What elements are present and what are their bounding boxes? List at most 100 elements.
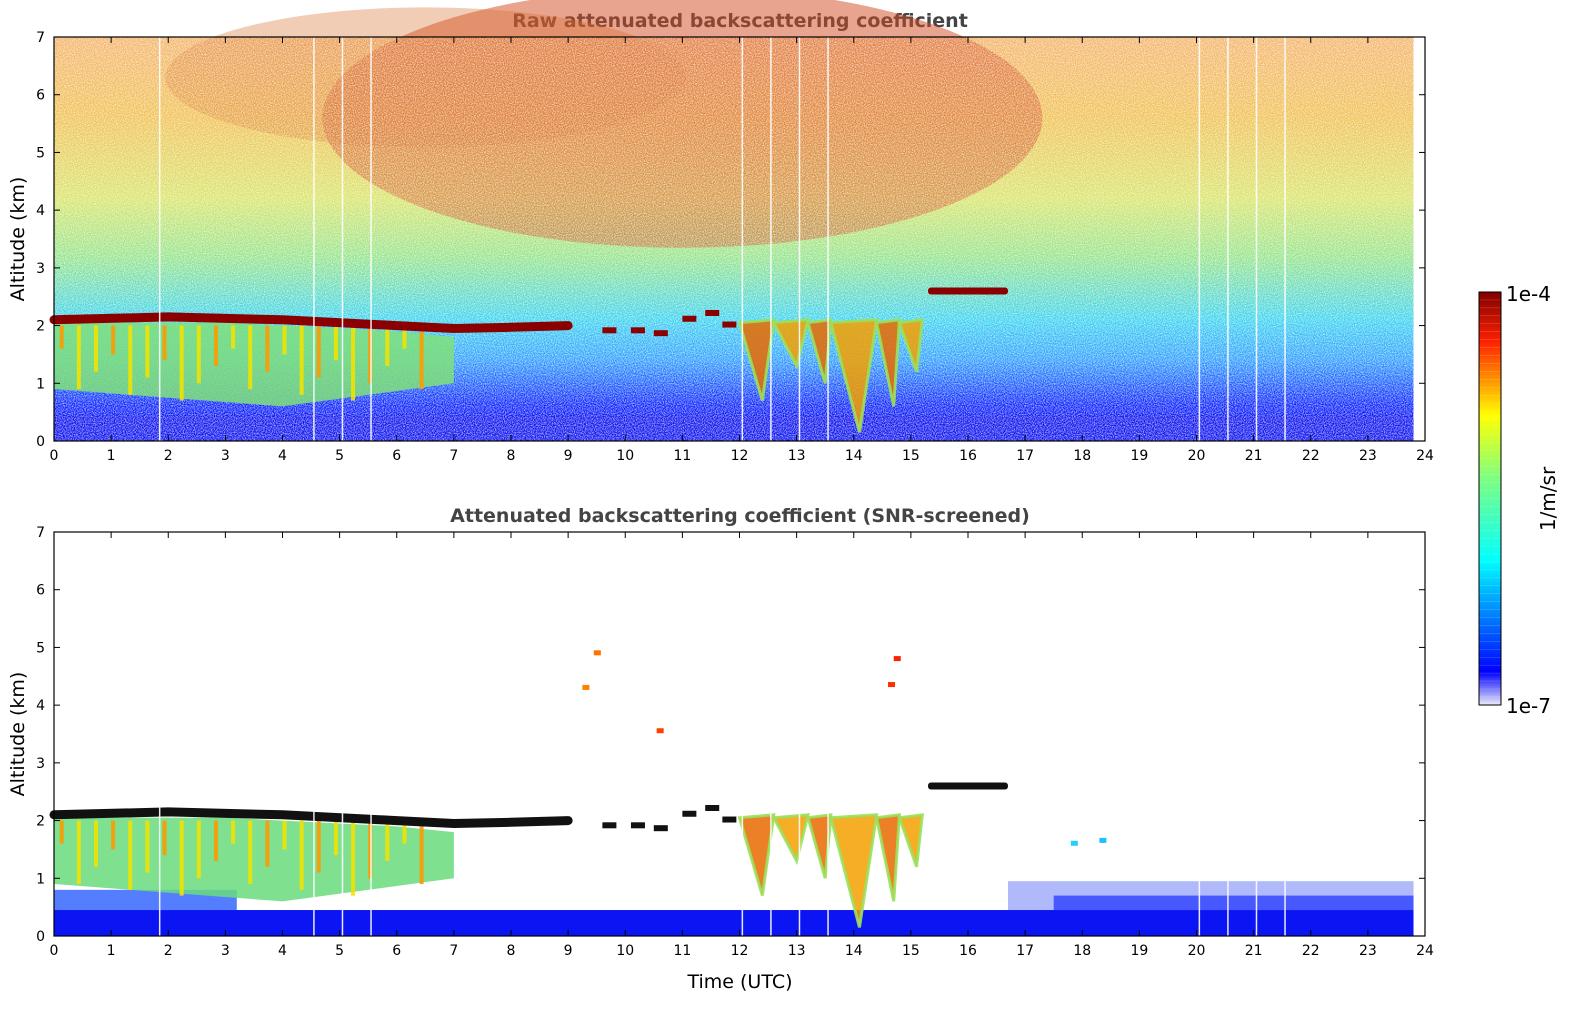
aerosol-streak (179, 325, 184, 401)
y-tick-label: 7 (36, 525, 45, 541)
aerosol-streak (368, 325, 373, 384)
aerosol-streak (402, 325, 407, 349)
y-tick-label: 4 (36, 203, 45, 219)
aerosol-streak (162, 820, 167, 856)
x-tick-label: 22 (1302, 448, 1320, 464)
x-tick-label: 20 (1188, 943, 1206, 959)
near-ground-band (54, 910, 1414, 936)
isolated-pixel (582, 684, 590, 690)
plume-edge (771, 813, 811, 866)
x-tick-label: 23 (1359, 943, 1377, 959)
y-tick-label: 1 (36, 871, 45, 887)
cloud-fragment (682, 810, 697, 817)
convective-plume (739, 319, 774, 401)
x-tick-label: 1 (107, 448, 116, 464)
colorbar-min-label: 1e-7 (1506, 694, 1551, 718)
aerosol-streak (368, 820, 373, 879)
bottom-y-axis-label: Altitude (km) (7, 672, 29, 797)
plume-edge (874, 318, 902, 407)
x-tick-label: 19 (1130, 448, 1148, 464)
x-tick-label: 11 (673, 448, 691, 464)
aerosol-streak (59, 325, 64, 349)
aerosol-streak (231, 325, 236, 349)
x-tick-label: 2 (164, 943, 173, 959)
aerosol-streak (162, 325, 167, 361)
night-aerosol-band (1053, 895, 1414, 911)
isolated-pixel (893, 656, 901, 662)
aerosol-streak (128, 325, 133, 395)
x-tick-label: 17 (1016, 943, 1034, 959)
plume-edge (771, 318, 811, 371)
x-tick-label: 10 (616, 943, 634, 959)
aerosol-streak (265, 820, 270, 867)
x-tick-label: 2 (164, 448, 173, 464)
aerosol-streak (111, 325, 116, 355)
aerosol-streak (59, 820, 64, 844)
x-tick-label: 3 (221, 448, 230, 464)
y-tick-label: 4 (36, 698, 45, 714)
y-tick-label: 1 (36, 376, 45, 392)
isolated-pixel (1070, 840, 1078, 846)
top-data-gaps (158, 37, 1424, 441)
x-tick-label: 14 (845, 448, 863, 464)
isolated-pixel (888, 682, 896, 688)
snr-screened-panel: Attenuated backscattering coefficient (S… (7, 505, 1434, 993)
plume-edge (874, 813, 902, 902)
aerosol-streak (213, 325, 218, 366)
plume-edge (737, 813, 776, 897)
aerosol-streak (196, 820, 201, 879)
cloud-fragment (722, 321, 737, 328)
x-tick-label: 5 (335, 448, 344, 464)
aerosol-streak (265, 325, 270, 372)
bottom-features (49, 782, 1008, 928)
cloud-fragment (705, 804, 720, 811)
aerosol-streak (385, 820, 390, 861)
aerosol-streak (76, 325, 81, 390)
convective-plume (830, 814, 877, 928)
aerosol-streak (282, 820, 287, 850)
x-tick-label: 22 (1302, 943, 1320, 959)
cloud-fragment (722, 816, 737, 823)
aerosol-streak (93, 325, 98, 372)
x-tick-label: 9 (564, 448, 573, 464)
cloud-fragment (602, 822, 617, 829)
x-tick-label: 20 (1188, 448, 1206, 464)
bottom-panel-title: Attenuated backscattering coefficient (S… (450, 505, 1030, 527)
bottom-heatmap (54, 650, 1414, 936)
bottom-axes: 0 1 2 3 4 5 6 7 8 9 10 11 12 13 14 15 16 17 18 19 20 21 22 23 24… (36, 525, 1434, 959)
y-tick-label: 3 (36, 756, 45, 772)
y-tick-label: 0 (36, 434, 45, 450)
x-tick-label: 1 (107, 943, 116, 959)
x-tick-label: 7 (449, 448, 458, 464)
aerosol-streak (145, 820, 150, 873)
x-tick-label: 8 (507, 943, 516, 959)
x-tick-label: 15 (902, 448, 920, 464)
x-tick-label: 16 (959, 448, 977, 464)
colorbar: 1e-4 1e-7 1/m/sr (1478, 282, 1560, 718)
cloud-top-layer (49, 807, 573, 828)
aerosol-streak (179, 820, 184, 896)
aerosol-streak (402, 820, 407, 844)
isolated-pixel (593, 650, 601, 656)
colorbar-steps (1479, 291, 1501, 698)
colorbar-max-label: 1e-4 (1506, 282, 1551, 306)
isolated-pixel (656, 728, 664, 734)
aerosol-streak (93, 820, 98, 867)
aerosol-streak (282, 325, 287, 355)
isolated-pixel (1099, 837, 1107, 843)
aerosol-streak (299, 325, 304, 395)
x-tick-label: 6 (392, 448, 401, 464)
cloud-top-layer (49, 312, 573, 333)
no-data-region (1413, 38, 1424, 440)
aerosol-streak (419, 820, 424, 885)
x-tick-label: 12 (731, 943, 749, 959)
top-y-axis-label: Altitude (km) (7, 177, 29, 302)
convective-plume (830, 319, 877, 433)
x-tick-label: 0 (50, 448, 59, 464)
x-tick-label: 18 (1073, 448, 1091, 464)
low-aerosol-band (54, 889, 237, 911)
y-tick-label: 5 (36, 640, 45, 656)
x-tick-label: 12 (731, 448, 749, 464)
x-tick-label: 24 (1416, 943, 1434, 959)
